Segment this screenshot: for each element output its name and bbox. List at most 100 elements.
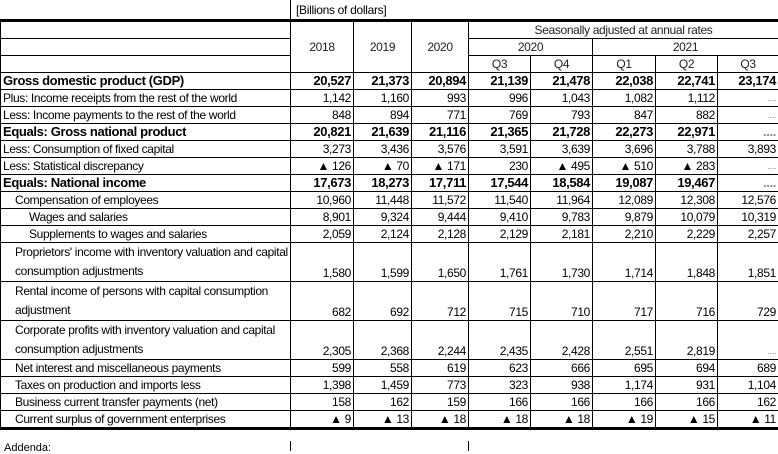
table-row: Plus: Income receipts from the rest of t…: [1, 90, 778, 107]
cell-value: 599: [291, 360, 354, 377]
cell-value: 159: [412, 394, 469, 411]
cell-value: ▲ 18: [531, 411, 593, 429]
cell-value: ▲ 18: [412, 411, 469, 429]
cell-value: 717: [593, 282, 656, 321]
cell-value: 793: [531, 107, 593, 124]
cell-value: 17,711: [412, 175, 469, 192]
cell-value: 2,244: [412, 321, 469, 360]
cell-value: 3,893: [718, 141, 778, 158]
cell-value: ....: [718, 107, 778, 124]
cell-value: 18,273: [354, 175, 412, 192]
cell-value: 323: [469, 377, 531, 394]
cell-value: 1,082: [593, 90, 656, 107]
cell-value: 22,038: [593, 73, 656, 90]
row-label: Net interest and miscellaneous payments: [1, 360, 291, 377]
cell-value: 12,089: [593, 192, 656, 209]
cell-value: 619: [412, 360, 469, 377]
cell-value: ....: [718, 321, 778, 360]
cell-value: 166: [531, 394, 593, 411]
header-year: 2019: [354, 21, 412, 73]
cell-value: ▲ 19: [593, 411, 656, 429]
cell-value: 1,851: [718, 243, 778, 282]
cell-value: 771: [412, 107, 469, 124]
cell-value: ....: [718, 175, 778, 192]
cell-value: 2,210: [593, 226, 656, 243]
cell-value: 1,398: [291, 377, 354, 394]
cell-value: 11,540: [469, 192, 531, 209]
cell-value: 230: [469, 158, 531, 175]
cell-value: ▲ 126: [291, 158, 354, 175]
cell-value: 19,467: [656, 175, 718, 192]
cell-value: ▲ 283: [656, 158, 718, 175]
row-label: Less: Statistical discrepancy: [1, 158, 291, 175]
cell-value: 938: [531, 377, 593, 394]
cell-value: 166: [656, 394, 718, 411]
row-label: Less: Consumption of fixed capital: [1, 141, 291, 158]
row-label: Wages and salaries: [1, 209, 291, 226]
table-row: Current surplus of government enterprise…: [1, 411, 778, 429]
header-year: 2020: [412, 21, 469, 73]
cell-value: 3,639: [531, 141, 593, 158]
cell-value: 1,043: [531, 90, 593, 107]
cell-value: 1,459: [354, 377, 412, 394]
row-label: Supplements to wages and salaries: [1, 226, 291, 243]
cell-value: ▲ 11: [718, 411, 778, 429]
cell-value: ▲ 15: [656, 411, 718, 429]
cell-value: 21,639: [354, 124, 412, 141]
cell-value: 3,696: [593, 141, 656, 158]
cell-value: 848: [291, 107, 354, 124]
cell-value: 729: [718, 282, 778, 321]
row-label: Equals: Gross national product: [1, 124, 291, 141]
cell-value: 1,761: [469, 243, 531, 282]
cell-value: 1,160: [354, 90, 412, 107]
table-row: Rental income of persons with capital co…: [1, 282, 778, 321]
cell-value: 1,714: [593, 243, 656, 282]
row-label: Equals: National income: [1, 175, 291, 192]
addenda-label: Addenda:: [4, 442, 51, 454]
cell-value: 158: [291, 394, 354, 411]
cell-value: 21,728: [531, 124, 593, 141]
header-quarter: Q4: [531, 56, 593, 73]
cell-value: 2,435: [469, 321, 531, 360]
cell-value: 3,576: [412, 141, 469, 158]
cell-value: 694: [656, 360, 718, 377]
units-label: [Billions of dollars]: [296, 3, 386, 17]
cell-value: 769: [469, 107, 531, 124]
row-label: Corporate profits with inventory valuati…: [1, 321, 291, 360]
cell-value: 166: [593, 394, 656, 411]
cell-value: 10,960: [291, 192, 354, 209]
cell-value: 3,788: [656, 141, 718, 158]
row-label: Proprietors' income with inventory valua…: [1, 243, 291, 282]
cell-value: 9,783: [531, 209, 593, 226]
cell-value: 773: [412, 377, 469, 394]
cell-value: 1,174: [593, 377, 656, 394]
cell-value: 162: [718, 394, 778, 411]
header-seasonal: Seasonally adjusted at annual rates: [469, 21, 778, 39]
cell-value: 22,971: [656, 124, 718, 141]
table-caption: [Billions of dollars]: [0, 0, 778, 20]
table-row: Proprietors' income with inventory valua…: [1, 243, 778, 282]
cell-value: ▲ 13: [354, 411, 412, 429]
cell-value: 2,305: [291, 321, 354, 360]
cell-value: 20,894: [412, 73, 469, 90]
header-quarter-year: 2021: [593, 39, 778, 56]
cell-value: 21,139: [469, 73, 531, 90]
cell-value: ▲ 171: [412, 158, 469, 175]
cell-value: 9,879: [593, 209, 656, 226]
cell-value: 11,964: [531, 192, 593, 209]
cell-value: ....: [718, 158, 778, 175]
cell-value: 558: [354, 360, 412, 377]
cell-value: 1,112: [656, 90, 718, 107]
row-label: Taxes on production and imports less: [1, 377, 291, 394]
cell-value: 3,591: [469, 141, 531, 158]
cell-value: 2,368: [354, 321, 412, 360]
cell-value: 1,142: [291, 90, 354, 107]
cell-value: ▲ 18: [469, 411, 531, 429]
cell-value: 17,544: [469, 175, 531, 192]
cell-value: 12,308: [656, 192, 718, 209]
cell-value: 21,116: [412, 124, 469, 141]
